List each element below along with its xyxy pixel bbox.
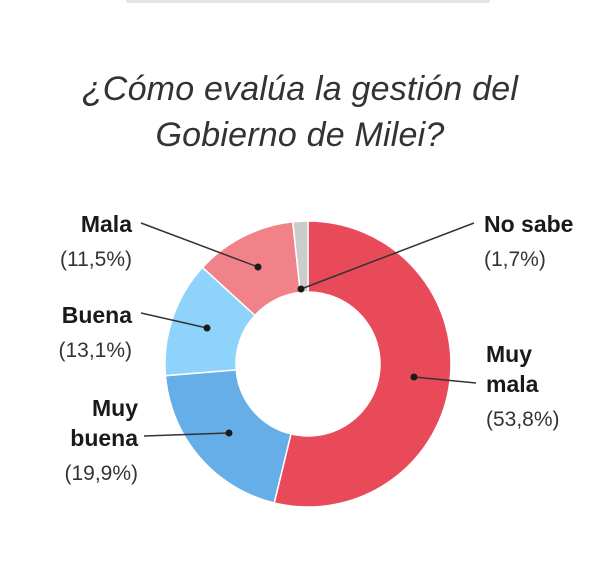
- slice-percent-label: (1,7%): [484, 248, 546, 271]
- label-leaders: [140, 222, 477, 437]
- slice-percent-label: (11,5%): [60, 248, 132, 271]
- leader-line: [140, 222, 259, 268]
- top-divider: [126, 0, 490, 3]
- donut-slice: [273, 220, 452, 508]
- slice-name-label: Buena: [62, 302, 133, 328]
- slice-name-label: Muy: [92, 395, 138, 421]
- slice-name-label: buena: [70, 425, 138, 451]
- leader-dot: [254, 263, 262, 271]
- leader-dot: [410, 373, 418, 381]
- leader-line: [300, 222, 475, 290]
- slice-percent-label: (13,1%): [58, 339, 132, 362]
- slice-name-label: Muy: [486, 341, 532, 367]
- slice-name-label: Mala: [81, 211, 132, 237]
- slice-percent-label: (19,9%): [64, 462, 138, 485]
- leader-line: [143, 432, 230, 437]
- chart-title-line-2: Gobierno de Milei?: [155, 116, 445, 154]
- chart-title: ¿Cómo evalúa la gestión del Gobierno de …: [0, 66, 600, 158]
- leader-line: [140, 312, 208, 329]
- leader-line: [413, 376, 477, 384]
- slice-name-label: mala: [486, 371, 539, 397]
- donut-slices: [164, 220, 452, 508]
- chart-title-line-1: ¿Cómo evalúa la gestión del: [81, 70, 519, 108]
- slice-labels: Muy mala (53,8%) Muy buena (19,9%) Buena (13,1%…: [58, 211, 573, 485]
- leader-dot: [297, 285, 305, 293]
- leader-dot: [225, 429, 233, 437]
- leader-dot: [203, 324, 211, 332]
- slice-percent-label: (53,8%): [486, 408, 560, 431]
- slice-name-label: No sabe: [484, 211, 573, 237]
